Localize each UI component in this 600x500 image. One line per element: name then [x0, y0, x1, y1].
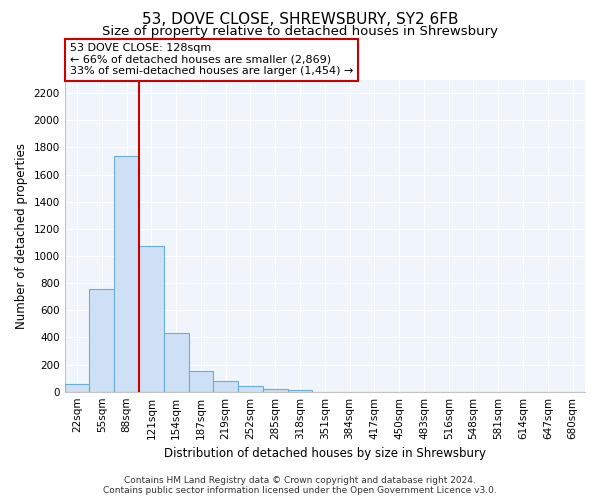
Bar — [214, 381, 238, 392]
X-axis label: Distribution of detached houses by size in Shrewsbury: Distribution of detached houses by size … — [164, 447, 486, 460]
Bar — [287, 390, 313, 392]
Bar — [238, 386, 263, 392]
Bar — [65, 384, 89, 392]
Text: Contains HM Land Registry data © Crown copyright and database right 2024.
Contai: Contains HM Land Registry data © Crown c… — [103, 476, 497, 495]
Bar — [139, 246, 164, 392]
Bar — [164, 334, 188, 392]
Bar — [188, 370, 214, 392]
Bar — [89, 288, 114, 392]
Bar — [114, 156, 139, 392]
Text: 53, DOVE CLOSE, SHREWSBURY, SY2 6FB: 53, DOVE CLOSE, SHREWSBURY, SY2 6FB — [142, 12, 458, 28]
Y-axis label: Number of detached properties: Number of detached properties — [15, 142, 28, 328]
Bar — [263, 388, 287, 392]
Text: 53 DOVE CLOSE: 128sqm
← 66% of detached houses are smaller (2,869)
33% of semi-d: 53 DOVE CLOSE: 128sqm ← 66% of detached … — [70, 43, 353, 76]
Text: Size of property relative to detached houses in Shrewsbury: Size of property relative to detached ho… — [102, 25, 498, 38]
